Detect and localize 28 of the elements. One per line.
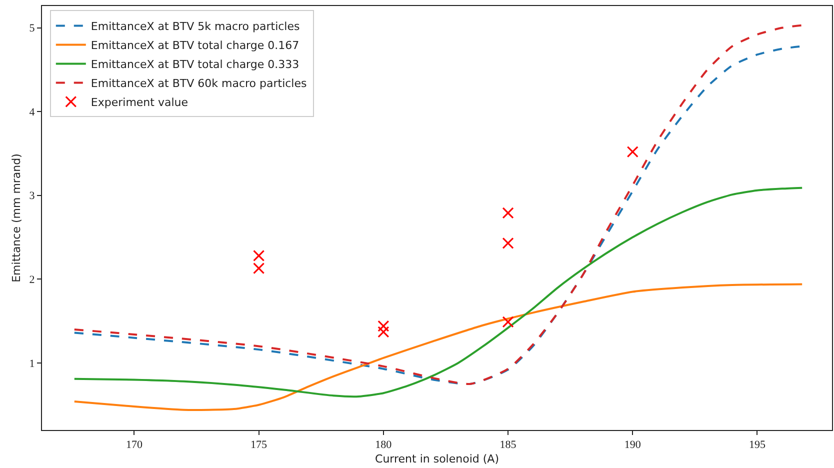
y-axis-title: Emittance (mm mrand) [10,154,23,282]
x-tick-label: 175 [250,439,268,452]
y-tick-label: 4 [29,106,36,118]
y-tick-label: 3 [29,190,36,202]
x-tick-label: 190 [624,439,642,452]
legend-label: EmittanceX at BTV total charge 0.167 [90,39,300,52]
point [502,207,514,219]
legend-label: EmittanceX at BTV 5k macro particles [90,20,300,34]
point [253,262,265,274]
legend-label: EmittanceX at BTV total charge 0.333 [90,58,300,72]
point [378,326,390,338]
x-axis-title: Current in solenoid (A) [375,452,499,466]
point [502,316,514,328]
x-tick-label: 170 [126,439,143,452]
point [626,146,638,158]
point [253,250,265,262]
x-tick-label: 195 [748,439,766,452]
line-series [73,186,804,398]
y-tick-label: 2 [29,274,35,286]
legend-label: Experiment value [90,96,188,110]
legend-label: EmittanceX at BTV 60k macro particles [90,77,308,90]
point [502,237,514,249]
line-series [73,283,804,411]
point [378,320,390,332]
x-tick-label: 185 [500,439,517,452]
x-tick-label: 180 [375,439,392,452]
y-tick-label: 5 [29,22,36,35]
y-tick-label: 1 [29,358,35,370]
